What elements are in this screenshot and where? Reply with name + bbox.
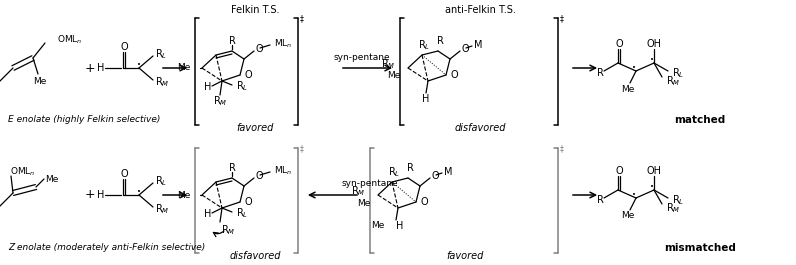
Text: syn-pentane: syn-pentane xyxy=(341,179,398,188)
Text: O: O xyxy=(420,197,427,207)
Text: R$_M$: R$_M$ xyxy=(154,75,170,89)
Text: mismatched: mismatched xyxy=(664,243,736,253)
Text: Me: Me xyxy=(371,222,384,231)
Text: O: O xyxy=(256,44,263,54)
Text: anti-Felkin T.S.: anti-Felkin T.S. xyxy=(444,5,516,15)
Text: favored: favored xyxy=(236,123,274,133)
Text: OH: OH xyxy=(646,39,661,49)
Text: R$_M$: R$_M$ xyxy=(666,74,681,88)
Text: H: H xyxy=(396,221,404,231)
Text: ML$_n$: ML$_n$ xyxy=(274,165,292,177)
Text: R$_M$: R$_M$ xyxy=(154,202,170,216)
Text: +: + xyxy=(84,188,96,201)
Text: Me: Me xyxy=(357,198,370,207)
Text: •: • xyxy=(137,189,141,195)
Text: R: R xyxy=(228,163,236,173)
Text: R$_M$: R$_M$ xyxy=(220,223,236,237)
Text: O: O xyxy=(615,166,622,176)
Text: disfavored: disfavored xyxy=(455,123,505,133)
Text: R: R xyxy=(436,36,443,46)
Text: +: + xyxy=(84,61,96,74)
Text: O: O xyxy=(432,171,439,181)
Text: OML$_n$: OML$_n$ xyxy=(57,34,83,46)
Text: O: O xyxy=(462,44,470,54)
Text: M: M xyxy=(474,40,482,50)
Text: •: • xyxy=(650,57,654,63)
Text: $^{‡}$: $^{‡}$ xyxy=(299,145,305,155)
Text: Me: Me xyxy=(177,191,190,200)
Text: R$_L$: R$_L$ xyxy=(236,206,248,220)
Text: R: R xyxy=(407,163,413,173)
Text: Me: Me xyxy=(622,211,634,220)
Text: E enolate (highly Felkin selective): E enolate (highly Felkin selective) xyxy=(8,116,160,125)
Text: R$_M$: R$_M$ xyxy=(666,201,681,215)
Text: R: R xyxy=(596,195,603,205)
Text: O: O xyxy=(451,70,458,80)
Text: Me: Me xyxy=(45,174,59,183)
Text: favored: favored xyxy=(447,251,484,261)
Text: R$_M$: R$_M$ xyxy=(352,184,366,198)
Text: OH: OH xyxy=(646,166,661,176)
Text: R$_L$: R$_L$ xyxy=(418,38,430,52)
Text: O: O xyxy=(244,197,252,207)
Text: matched: matched xyxy=(674,115,726,125)
Text: R$_L$: R$_L$ xyxy=(155,174,167,188)
Text: R$_L$: R$_L$ xyxy=(672,193,685,207)
Text: Me: Me xyxy=(177,64,190,73)
Text: R: R xyxy=(596,68,603,78)
Text: •: • xyxy=(632,192,636,198)
Text: R$_L$: R$_L$ xyxy=(672,66,685,80)
Text: O: O xyxy=(120,169,128,179)
Text: syn-pentane: syn-pentane xyxy=(334,54,390,63)
Text: $^{‡}$: $^{‡}$ xyxy=(559,145,565,155)
Text: Me: Me xyxy=(387,72,400,81)
Text: O: O xyxy=(244,70,252,80)
Text: H: H xyxy=(423,94,430,104)
Text: O: O xyxy=(615,39,622,49)
Text: $^{‡}$: $^{‡}$ xyxy=(299,15,305,25)
Text: R$_L$: R$_L$ xyxy=(388,165,400,179)
Text: Felkin T.S.: Felkin T.S. xyxy=(231,5,279,15)
Text: O: O xyxy=(120,42,128,52)
Text: ML$_n$: ML$_n$ xyxy=(274,38,292,50)
Text: $^{‡}$: $^{‡}$ xyxy=(559,15,565,25)
Text: •: • xyxy=(650,184,654,190)
Text: H: H xyxy=(205,209,212,219)
Text: •: • xyxy=(137,62,141,68)
Text: H: H xyxy=(205,82,212,92)
Text: R$_M$: R$_M$ xyxy=(381,57,396,71)
Text: M: M xyxy=(444,167,452,177)
Text: H: H xyxy=(97,63,105,73)
Text: H: H xyxy=(97,190,105,200)
Text: R$_L$: R$_L$ xyxy=(155,47,167,61)
Text: Z enolate (moderately anti-Felkin selective): Z enolate (moderately anti-Felkin select… xyxy=(8,242,205,251)
Text: •: • xyxy=(632,65,636,71)
Text: R$_M$: R$_M$ xyxy=(213,94,228,108)
Text: R$_L$: R$_L$ xyxy=(236,79,248,93)
Text: Me: Me xyxy=(33,77,47,86)
Text: R: R xyxy=(228,36,236,46)
Text: Me: Me xyxy=(622,85,634,94)
Text: OML$_n$: OML$_n$ xyxy=(10,166,36,178)
Text: O: O xyxy=(256,171,263,181)
Text: disfavored: disfavored xyxy=(229,251,281,261)
